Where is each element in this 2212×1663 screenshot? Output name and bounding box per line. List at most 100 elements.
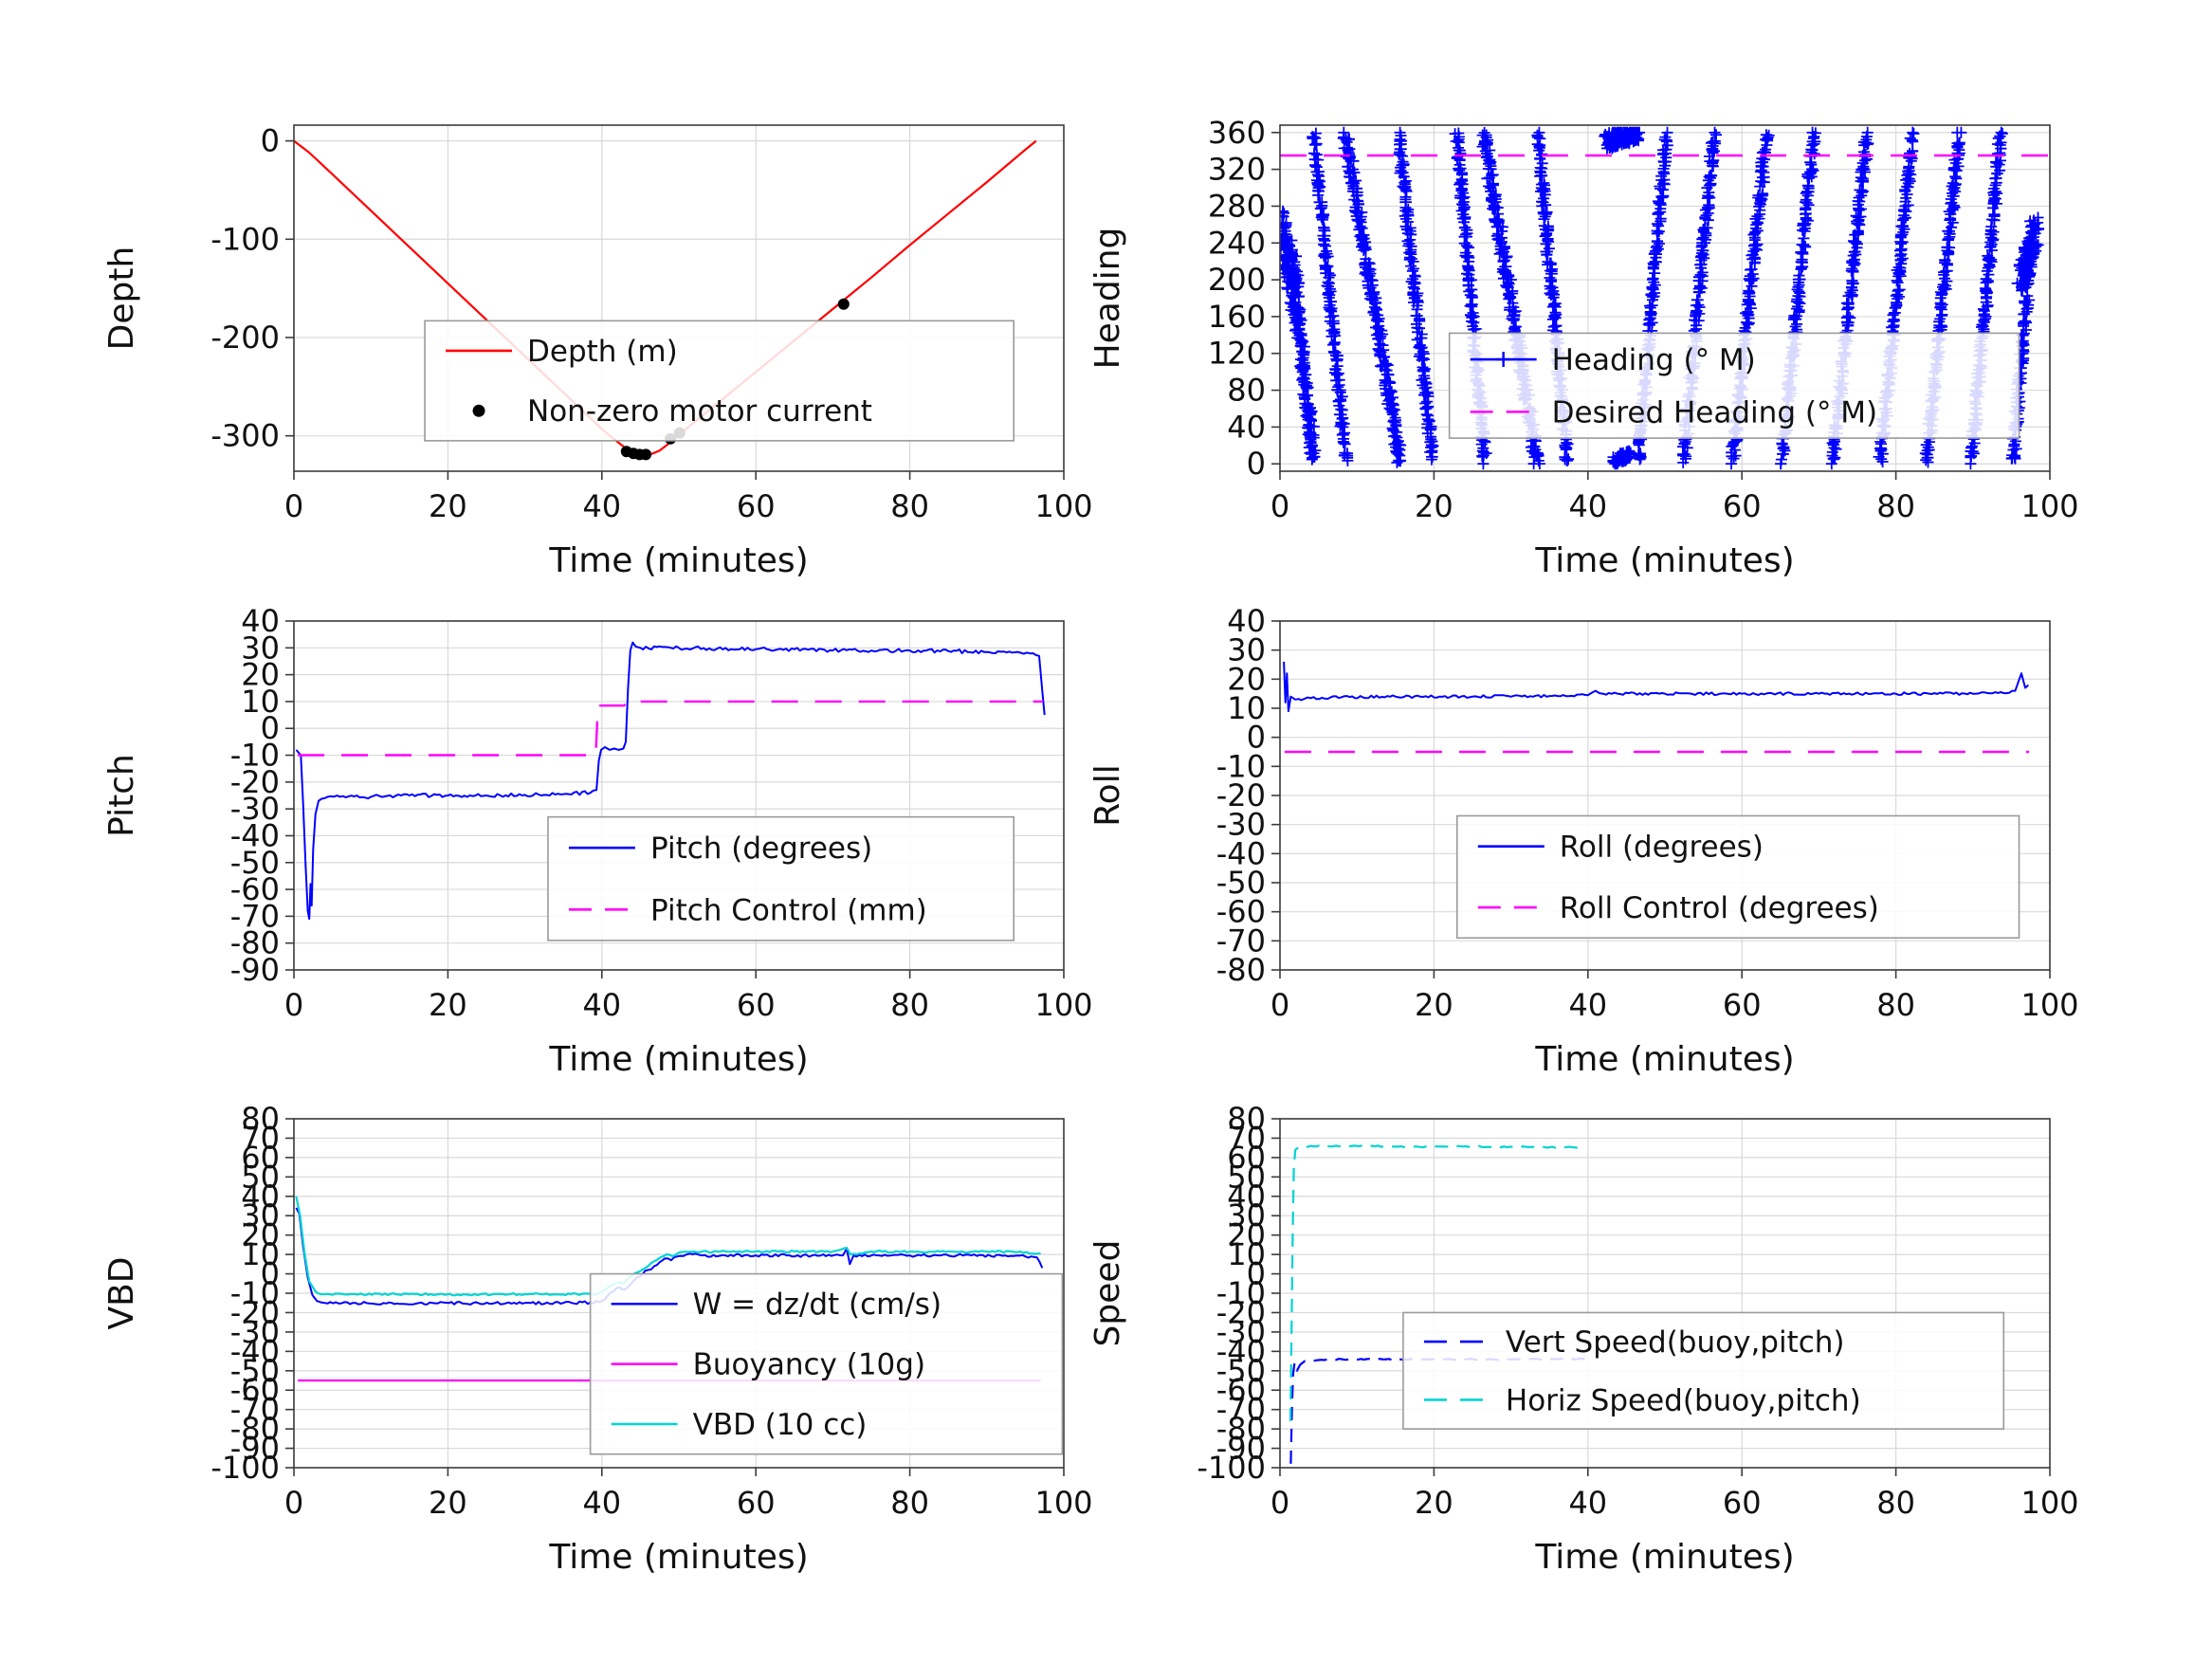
legend-label: W = dz/dt (cm/s)	[693, 1288, 941, 1322]
y-tick-label: -20	[1216, 1294, 1266, 1330]
y-axis-label: Depth	[102, 247, 141, 351]
x-tick-label: 20	[1415, 1485, 1453, 1521]
y-tick-label: -30	[230, 1314, 280, 1350]
x-tick-label: 0	[284, 1485, 303, 1521]
y-tick-label: -60	[1216, 894, 1266, 930]
y-tick-label: -10	[1216, 748, 1266, 784]
x-tick-label: 60	[737, 1485, 776, 1521]
y-axis-label: Speed	[1088, 1240, 1127, 1347]
y-tick-label: 160	[1208, 299, 1266, 335]
y-tick-label: -50	[1216, 1353, 1266, 1389]
series-roll-degrees	[1283, 661, 2029, 713]
y-tick-label: 40	[1227, 1179, 1266, 1215]
y-tick-label: -40	[230, 817, 280, 853]
x-axis-label: Time (minutes)	[548, 541, 808, 580]
y-tick-label: 0	[261, 710, 280, 746]
y-axis-label: Roll	[1088, 764, 1127, 826]
y-tick-label: -10	[230, 738, 280, 774]
y-tick-label: -60	[230, 871, 280, 907]
axes-frame	[293, 124, 1065, 472]
y-tick-label: -40	[1216, 1333, 1266, 1369]
legend-box	[1448, 332, 2020, 439]
x-tick-label: 0	[284, 488, 303, 524]
plot-pitch: 0 20 40 60 80 100-90-80-70-60-50-40-30-20-100…	[102, 603, 1093, 1079]
plot-heading: 0 20 40 60 80 10004080120160200240280320360Ti…	[1088, 115, 2079, 580]
x-tick-label: 20	[429, 488, 467, 524]
y-tick-label: 40	[1227, 409, 1266, 445]
y-tick-label: 30	[241, 630, 280, 666]
y-tick-label: -50	[230, 845, 280, 881]
y-tick-label: 20	[1227, 661, 1266, 697]
y-tick-label: -70	[230, 898, 280, 934]
y-tick-label: -40	[1216, 835, 1266, 871]
x-tick-label: 60	[737, 987, 776, 1023]
y-tick-label: -30	[1216, 1314, 1266, 1350]
y-tick-label: 50	[1227, 1159, 1266, 1195]
x-tick-label: 20	[429, 1485, 467, 1521]
y-tick-label: -70	[230, 1392, 280, 1428]
legend-label: Buoyancy (10g)	[693, 1348, 925, 1382]
legend-box	[547, 815, 1015, 941]
legend-vbd: W = dz/dt (cm/s) Buoyancy (10g) VBD (10 cc…	[589, 1272, 1064, 1455]
legend-depth: Depth (m) Non-zero motor current	[424, 320, 1015, 442]
legend-label: Depth (m)	[527, 335, 678, 369]
y-tick-label: 0	[1247, 720, 1266, 756]
plot-vbd: 0 20 40 60 80 100-100-90-80-70-60-50-40-30-20…	[102, 1101, 1093, 1577]
x-tick-label: 0	[284, 987, 303, 1023]
series-w-dz-dt-cm-s	[295, 1207, 1044, 1306]
series-pitch-degrees	[295, 641, 1046, 921]
y-tick-label: -50	[230, 1353, 280, 1389]
series-pitch-control-mm	[298, 700, 1044, 757]
y-tick-label: -100	[1197, 1450, 1266, 1486]
y-tick-label: -80	[230, 1411, 280, 1447]
x-tick-label: 60	[1723, 1485, 1762, 1521]
x-axis-label: Time (minutes)	[1534, 1538, 1794, 1577]
y-tick-label: 50	[241, 1159, 280, 1195]
y-tick-label: -200	[210, 320, 280, 356]
y-tick-label: -50	[1216, 865, 1266, 901]
legend-box	[424, 320, 1015, 442]
y-tick-label: 30	[241, 1197, 280, 1234]
x-tick-label: 20	[1415, 488, 1453, 524]
axes-frame	[293, 620, 1065, 971]
y-tick-label: 10	[241, 1236, 280, 1272]
y-tick-label: -70	[1216, 1392, 1266, 1428]
y-tick-label: -20	[1216, 777, 1266, 813]
legend-label: Horiz Speed(buoy,pitch)	[1506, 1383, 1861, 1417]
x-tick-label: 60	[737, 488, 776, 524]
y-tick-label: -70	[1216, 923, 1266, 959]
x-tick-label: 100	[2020, 987, 2078, 1023]
x-tick-label: 80	[890, 488, 929, 524]
legend-box	[1455, 814, 2020, 940]
x-tick-label: 60	[1723, 488, 1762, 524]
legend-label: VBD (10 cc)	[693, 1408, 868, 1442]
x-tick-label: 80	[890, 1485, 929, 1521]
legend-plus-marker	[1495, 352, 1511, 368]
y-tick-label: 20	[1227, 1217, 1266, 1253]
data-point-dot	[837, 298, 850, 310]
x-axis-label: Time (minutes)	[1534, 1040, 1794, 1079]
y-tick-label: 60	[241, 1140, 280, 1176]
x-tick-label: 40	[582, 1485, 621, 1521]
y-tick-label: 80	[241, 1101, 280, 1137]
y-axis-label: Pitch	[102, 754, 141, 837]
x-tick-label: 20	[429, 987, 467, 1023]
legend-label: Non-zero motor current	[527, 394, 872, 429]
y-tick-label: 20	[241, 1217, 280, 1253]
axes-frame	[1279, 124, 2051, 472]
y-tick-label: 20	[241, 657, 280, 693]
legend-speed: Vert Speed(buoy,pitch) Horiz Speed(buoy,p…	[1402, 1311, 2005, 1430]
x-tick-label: 80	[1876, 488, 1915, 524]
x-tick-label: 100	[1034, 1485, 1092, 1521]
x-tick-label: 0	[1271, 1485, 1289, 1521]
y-tick-label: -20	[230, 1294, 280, 1330]
y-tick-label: 70	[1227, 1120, 1266, 1156]
x-tick-label: 80	[890, 987, 929, 1023]
legend-heading: Heading (° M) Desired Heading (° M)	[1448, 332, 2020, 439]
y-tick-label: 120	[1208, 336, 1266, 372]
y-tick-label: -30	[230, 791, 280, 827]
x-axis-label: Time (minutes)	[1534, 541, 1794, 580]
x-axis-label: Time (minutes)	[548, 1040, 808, 1079]
legend-label: Vert Speed(buoy,pitch)	[1506, 1325, 1845, 1360]
